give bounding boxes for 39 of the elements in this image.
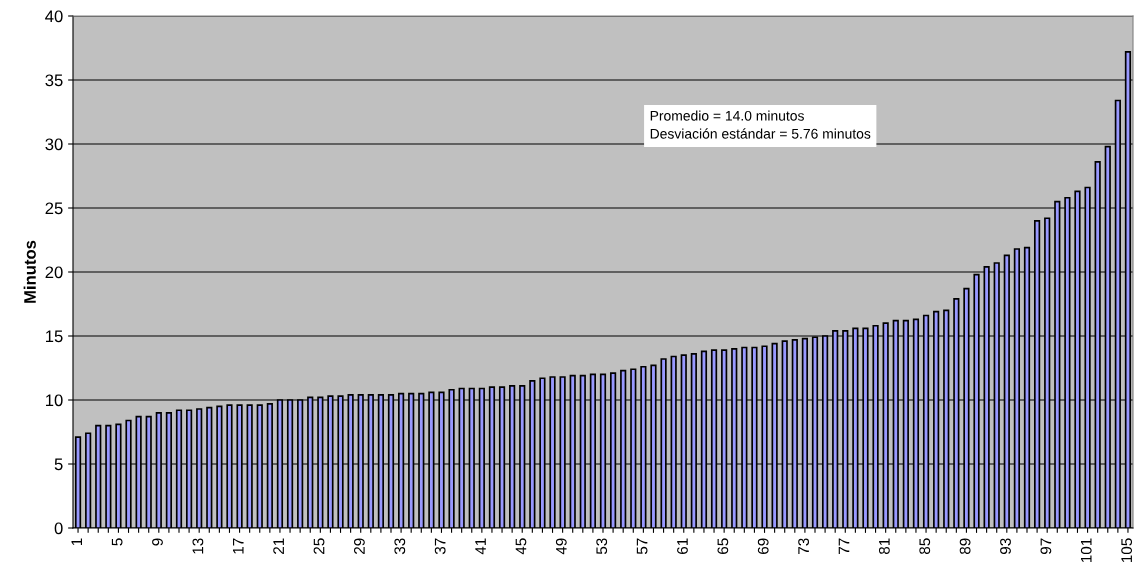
y-tick-label: 40: [45, 10, 63, 23]
x-tick-label: 21: [273, 538, 284, 554]
x-tick-label: 45: [515, 538, 527, 555]
x-tick-label: 29: [354, 538, 365, 554]
x-tick-label: 49: [555, 538, 567, 555]
x-tick-label: 97: [1040, 538, 1052, 554]
y-tick-label: 20: [45, 266, 63, 279]
x-tick-label: 77: [838, 538, 850, 554]
annotation: Promedio = 14.0 minutos: [650, 110, 804, 121]
x-tick-label: 41: [475, 538, 486, 555]
x-tick-label: 33: [394, 538, 406, 555]
y-tick-label: 35: [45, 74, 63, 87]
x-tick-label: 81: [878, 538, 890, 555]
x-tick-label: 105: [1121, 538, 1133, 563]
x-tick-label: 53: [596, 538, 608, 555]
annotation: Desviación estándar = 5.76 minutos: [650, 128, 871, 139]
x-tick-label: 37: [434, 538, 446, 555]
x-tick-label: 13: [192, 538, 204, 554]
x-tick-label: 61: [677, 538, 688, 554]
x-tick-label: 73: [798, 538, 810, 554]
x-tick-label: 69: [757, 538, 769, 554]
x-tick-label: 65: [717, 538, 729, 554]
y-tick-label: 25: [45, 202, 63, 215]
y-tick-label: 10: [46, 394, 63, 407]
x-tick-label: 25: [313, 538, 325, 554]
x-tick-label: 9: [152, 538, 163, 546]
y-tick-label: 15: [46, 330, 63, 343]
x-tick-label: 93: [1000, 538, 1011, 554]
y-tick-label: 5: [54, 458, 63, 471]
y-axis-title: Minutos: [23, 240, 36, 303]
x-tick-label: 89: [959, 538, 971, 555]
x-tick-label: 101: [1080, 538, 1092, 563]
y-tick-label: 0: [54, 522, 63, 535]
x-tick-label: 85: [919, 538, 931, 555]
x-tick-label: 5: [111, 538, 123, 546]
y-tick-label: 30: [45, 138, 63, 151]
x-tick-label: 1: [71, 538, 82, 546]
x-tick-label: 17: [233, 538, 244, 554]
x-tick-label: 57: [636, 538, 648, 555]
